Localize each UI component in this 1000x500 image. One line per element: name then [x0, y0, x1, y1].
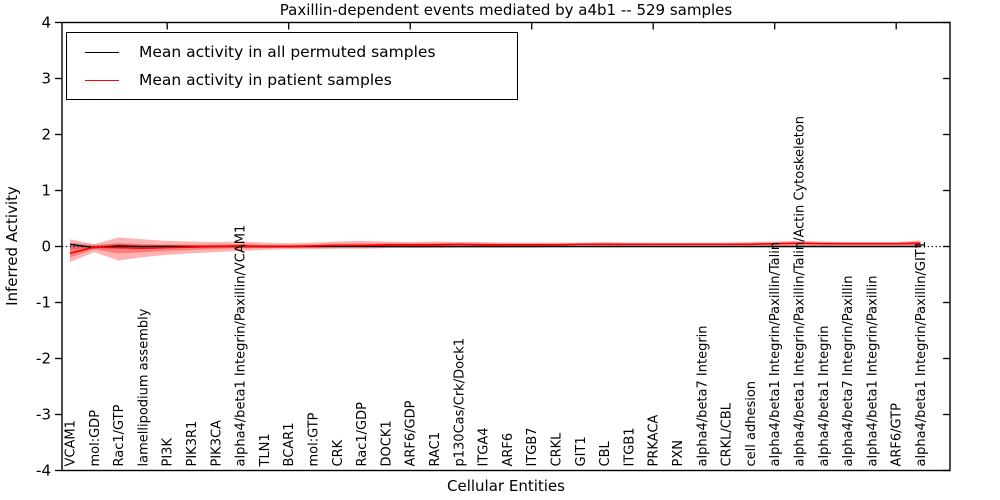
legend-label-patient: Mean activity in patient samples — [139, 71, 392, 89]
y-tick-label: -3 — [36, 406, 51, 424]
patient-mean-line — [69, 242, 921, 254]
x-category-label: ITGB1 — [622, 427, 637, 466]
chart-title: Paxillin-dependent events mediated by a4… — [279, 1, 733, 19]
x-category-label: RAC1 — [428, 432, 443, 467]
y-tick-label: 0 — [41, 238, 51, 256]
x-category-label: alpha4/beta1 Integrin/Paxillin/Talin/Act… — [793, 116, 808, 466]
x-category-label: alpha4/beta1 Integrin/Paxillin/VCAM1 — [234, 225, 249, 467]
x-category-label: ARF6/GDP — [404, 400, 419, 466]
x-category-label: p130Cas/Crk/Dock1 — [452, 338, 467, 467]
y-tick-label: -1 — [36, 294, 51, 312]
patient-line-swatch — [85, 79, 119, 81]
legend-box: Mean activity in all permuted samples Me… — [66, 32, 518, 100]
x-category-label: alpha4/beta1 Integrin/Paxillin/GIT1 — [914, 241, 929, 467]
x-category-label: DOCK1 — [379, 420, 394, 466]
x-category-label: ITGB7 — [525, 427, 540, 466]
x-axis-label: Cellular Entities — [447, 477, 565, 495]
x-category-label: PI3K — [161, 438, 176, 467]
permuted-line-swatch — [85, 51, 119, 53]
x-category-label: PIK3R1 — [185, 421, 200, 467]
x-category-label: CRKL — [550, 432, 565, 467]
x-category-label: alpha4/beta1 Integrin/Paxillin/Talin — [768, 242, 783, 467]
x-category-label: Rac1/GTP — [112, 404, 127, 466]
legend-label-permuted: Mean activity in all permuted samples — [139, 43, 436, 61]
y-tick-label: 3 — [41, 70, 51, 88]
y-tick-label: 1 — [41, 182, 51, 200]
x-category-label: PRKACA — [647, 415, 662, 467]
x-category-label: cell adhesion — [744, 381, 759, 467]
x-category-label: mol:GDP — [88, 410, 103, 467]
legend-entry-patient: Mean activity in patient samples — [77, 66, 507, 94]
x-category-label: CRK — [331, 439, 346, 466]
x-category-label: alpha4/beta7 Integrin/Paxillin — [841, 275, 856, 466]
x-category-label: TLN1 — [258, 433, 273, 467]
x-category-label: VCAM1 — [64, 420, 79, 466]
x-category-label: CRKL/CBL — [720, 402, 735, 466]
y-tick-label: -2 — [36, 350, 51, 368]
x-category-label: ARF6 — [501, 433, 516, 467]
x-category-label: ARF6/GTP — [890, 403, 905, 467]
x-category-label: CBL — [598, 441, 613, 467]
x-category-label: PIK3CA — [209, 420, 224, 467]
x-category-label: PXN — [671, 440, 686, 466]
y-tick-label: 4 — [41, 14, 51, 32]
x-category-label: Rac1/GDP — [355, 402, 370, 467]
x-category-label: alpha4/beta1 Integrin — [817, 325, 832, 466]
x-category-label: BCAR1 — [282, 423, 297, 467]
x-category-label: alpha4/beta1 Integrin/Paxillin — [865, 275, 880, 466]
y-tick-label: -4 — [36, 462, 51, 480]
x-category-label: lamellipodium assembly — [136, 308, 151, 466]
y-tick-label: 2 — [41, 126, 51, 144]
x-category-label: alpha4/beta7 Integrin — [695, 325, 710, 466]
legend-entry-permuted: Mean activity in all permuted samples — [77, 38, 507, 66]
x-category-label: ITGA4 — [477, 427, 492, 466]
x-category-label: GIT1 — [574, 436, 589, 466]
x-category-label: mol:GTP — [307, 412, 322, 466]
